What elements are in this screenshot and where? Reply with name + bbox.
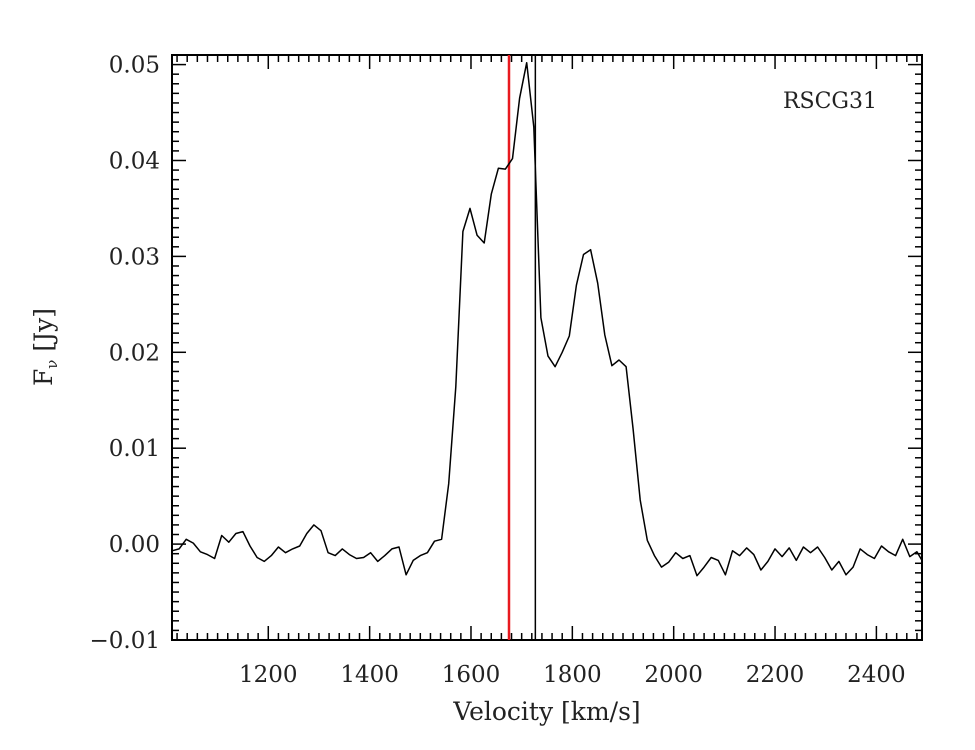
y-tick-labels: −0.01 0.00 0.01 0.02 0.03 0.04 0.05 — [90, 53, 160, 654]
y-axis-title-sub: ν — [43, 360, 61, 369]
x-tick-label: 1600 — [442, 662, 501, 688]
y-axis-title-main: F — [29, 369, 58, 386]
x-tick-labels: 1200 1400 1600 1800 2000 2200 2400 — [239, 662, 906, 688]
x-axis-title: Velocity [km/s] — [452, 697, 640, 726]
y-tick-label: 0.03 — [109, 244, 160, 270]
annotation-label: RSCG31 — [783, 89, 877, 114]
y-tick-label: 0.02 — [109, 340, 160, 366]
y-axis-title-unit: [Jy] — [29, 308, 58, 360]
y-tick-label: 0.00 — [109, 532, 160, 558]
x-tick-label: 2200 — [746, 662, 805, 688]
y-tick-label: −0.01 — [90, 628, 160, 654]
axis-ticks — [172, 55, 922, 641]
y-axis-title: Fν [Jy] — [29, 308, 61, 386]
x-tick-label: 1400 — [340, 662, 399, 688]
plot-frame — [171, 54, 923, 641]
x-tick-label: 2000 — [644, 662, 703, 688]
y-tick-label: 0.01 — [109, 436, 160, 462]
x-tick-label: 1800 — [543, 662, 602, 688]
spectrum-line — [171, 61, 923, 577]
x-tick-label: 2400 — [847, 662, 906, 688]
velocity-markers — [507, 55, 537, 640]
y-tick-label: 0.05 — [109, 53, 160, 79]
x-tick-label: 1200 — [239, 662, 298, 688]
y-tick-label: 0.04 — [109, 148, 160, 174]
